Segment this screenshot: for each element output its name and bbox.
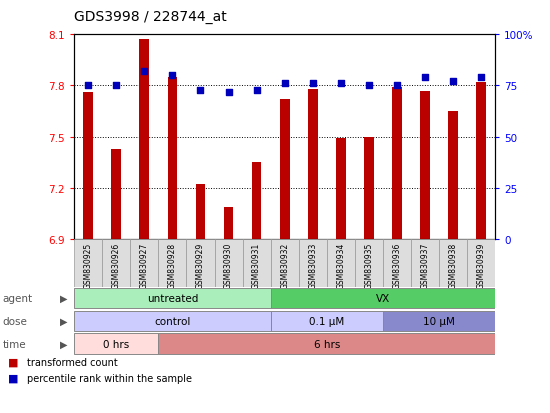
Bar bbox=[224, 207, 233, 240]
Bar bbox=[439, 240, 467, 287]
Text: time: time bbox=[3, 339, 26, 349]
Text: GSM830927: GSM830927 bbox=[140, 242, 149, 288]
Bar bbox=[383, 311, 495, 331]
Bar bbox=[252, 163, 261, 240]
Point bbox=[84, 83, 92, 90]
Text: GDS3998 / 228744_at: GDS3998 / 228744_at bbox=[74, 10, 227, 24]
Point bbox=[393, 83, 402, 90]
Bar bbox=[74, 334, 158, 354]
Text: GSM830925: GSM830925 bbox=[84, 242, 93, 288]
Text: ■: ■ bbox=[8, 373, 19, 383]
Bar bbox=[383, 240, 411, 287]
Bar bbox=[102, 240, 130, 287]
Text: agent: agent bbox=[3, 293, 33, 304]
Bar bbox=[271, 240, 299, 287]
Text: GSM830932: GSM830932 bbox=[280, 242, 289, 288]
Text: VX: VX bbox=[376, 293, 390, 304]
Text: GSM830934: GSM830934 bbox=[336, 242, 345, 288]
Text: GSM830939: GSM830939 bbox=[476, 242, 486, 288]
Bar bbox=[74, 288, 271, 309]
Bar bbox=[280, 100, 289, 240]
Text: 0 hrs: 0 hrs bbox=[103, 339, 129, 349]
Point bbox=[364, 83, 373, 90]
Bar bbox=[476, 83, 486, 240]
Text: GSM830936: GSM830936 bbox=[392, 242, 402, 288]
Bar bbox=[327, 240, 355, 287]
Text: 0.1 μM: 0.1 μM bbox=[309, 316, 344, 326]
Text: ▶: ▶ bbox=[59, 316, 67, 326]
Point bbox=[476, 75, 486, 81]
Bar bbox=[420, 91, 430, 240]
Bar bbox=[336, 139, 345, 240]
Bar bbox=[112, 149, 121, 240]
Bar bbox=[74, 311, 271, 331]
Text: GSM830928: GSM830928 bbox=[168, 242, 177, 288]
Bar bbox=[84, 93, 93, 240]
Bar bbox=[467, 240, 495, 287]
Bar bbox=[168, 78, 177, 240]
Point bbox=[280, 81, 289, 88]
Bar bbox=[355, 240, 383, 287]
Text: ■: ■ bbox=[8, 357, 19, 367]
Bar bbox=[158, 334, 495, 354]
Bar bbox=[299, 240, 327, 287]
Point bbox=[168, 73, 177, 79]
Point bbox=[196, 87, 205, 94]
Text: ▶: ▶ bbox=[59, 293, 67, 304]
Bar bbox=[308, 90, 317, 240]
Bar bbox=[196, 185, 205, 240]
Bar bbox=[140, 40, 149, 240]
Bar bbox=[214, 240, 243, 287]
Bar bbox=[243, 240, 271, 287]
Text: GSM830935: GSM830935 bbox=[364, 242, 373, 288]
Text: 10 μM: 10 μM bbox=[423, 316, 455, 326]
Point bbox=[224, 89, 233, 96]
Text: control: control bbox=[154, 316, 191, 326]
Text: dose: dose bbox=[3, 316, 28, 326]
Text: transformed count: transformed count bbox=[28, 357, 118, 367]
Bar bbox=[271, 288, 495, 309]
Point bbox=[252, 87, 261, 94]
Point bbox=[337, 81, 345, 88]
Bar bbox=[186, 240, 214, 287]
Text: GSM830929: GSM830929 bbox=[196, 242, 205, 288]
Point bbox=[420, 75, 429, 81]
Point bbox=[449, 79, 458, 85]
Point bbox=[140, 69, 148, 75]
Text: GSM830938: GSM830938 bbox=[448, 242, 458, 288]
Bar bbox=[364, 137, 373, 240]
Bar bbox=[271, 311, 383, 331]
Point bbox=[308, 81, 317, 88]
Bar bbox=[411, 240, 439, 287]
Text: untreated: untreated bbox=[147, 293, 198, 304]
Point bbox=[112, 83, 121, 90]
Text: percentile rank within the sample: percentile rank within the sample bbox=[28, 373, 192, 383]
Text: ▶: ▶ bbox=[59, 339, 67, 349]
Bar bbox=[74, 240, 102, 287]
Bar bbox=[130, 240, 158, 287]
Text: 6 hrs: 6 hrs bbox=[314, 339, 340, 349]
Bar bbox=[448, 112, 458, 240]
Text: GSM830937: GSM830937 bbox=[420, 242, 430, 288]
Text: GSM830930: GSM830930 bbox=[224, 242, 233, 288]
Bar bbox=[158, 240, 186, 287]
Text: GSM830933: GSM830933 bbox=[308, 242, 317, 288]
Text: GSM830926: GSM830926 bbox=[112, 242, 121, 288]
Text: GSM830931: GSM830931 bbox=[252, 242, 261, 288]
Bar bbox=[392, 88, 402, 240]
